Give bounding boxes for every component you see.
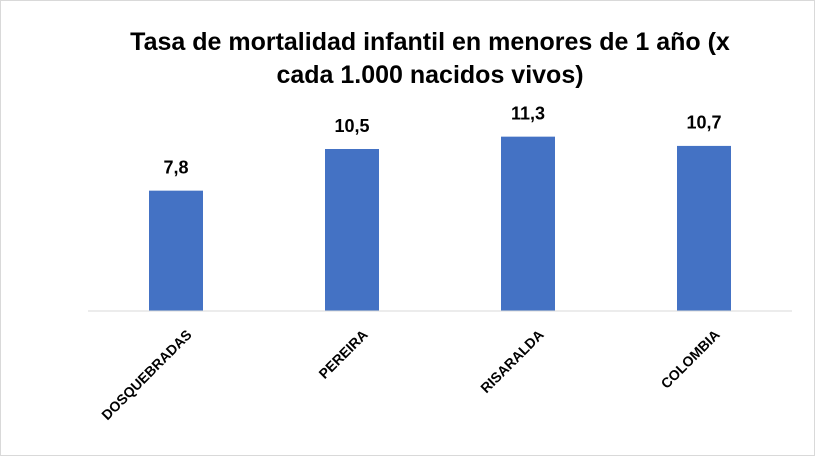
x-tick-label: PEREIRA [315,326,370,381]
value-label: 7,8 [163,157,188,177]
bar [677,145,731,311]
bar [325,149,379,311]
x-tick-label: RISARALDA [477,326,547,396]
bar [149,190,203,311]
value-label: 10,7 [686,113,721,133]
value-label: 11,3 [511,103,545,123]
bar [501,136,555,311]
x-tick-label: DOSQUEBRADAS [98,326,195,423]
x-tick-label: COLOMBIA [658,326,723,391]
chart-title: Tasa de mortalidad infantil en menores d… [130,28,730,89]
value-label: 10,5 [334,116,369,136]
